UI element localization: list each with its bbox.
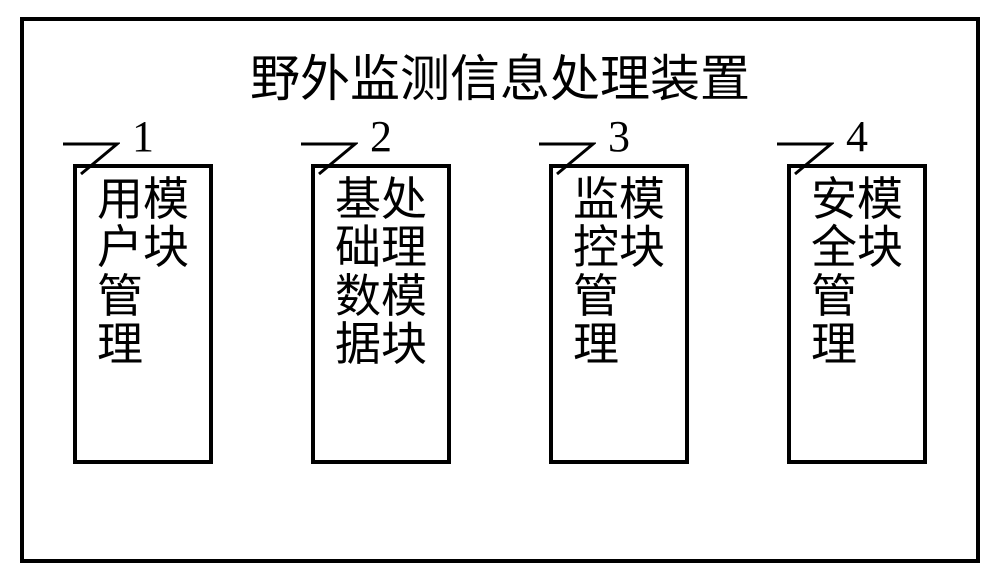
module-number-area: 3 [608,111,630,162]
module-text-column: 安全管理 [811,176,857,369]
module-box: 用户管理模块 [73,164,213,464]
module-text-column: 模块 [143,176,189,273]
module-box: 安全管理模块 [787,164,927,464]
diagram-title: 野外监测信息处理装置 [250,39,750,111]
outer-frame: 野外监测信息处理装置 1 用户管理模块2 基础数据处理模块3 监控管理模块4 安… [20,17,980,563]
module-box: 基础数据处理模块 [311,164,451,464]
leader-line-icon [60,141,120,182]
module-text-column: 基础数据 [335,176,381,369]
module-box: 监控管理模块 [549,164,689,464]
module-number-area: 1 [132,111,154,162]
module-text-column: 处理模块 [381,176,427,369]
module-number-area: 2 [370,111,392,162]
module-number: 2 [370,111,392,162]
module-text-column: 模块 [619,176,665,273]
module-4: 4 安全管理模块 [787,111,927,547]
leader-line-icon [774,141,834,182]
leader-line-icon [298,141,358,182]
module-number: 1 [132,111,154,162]
module-1: 1 用户管理模块 [73,111,213,547]
module-number-area: 4 [846,111,868,162]
leader-line-icon [536,141,596,182]
module-text-column: 用户管理 [97,176,143,369]
module-2: 2 基础数据处理模块 [311,111,451,547]
modules-container: 1 用户管理模块2 基础数据处理模块3 监控管理模块4 安全管理模块 [24,111,976,547]
module-3: 3 监控管理模块 [549,111,689,547]
module-number: 3 [608,111,630,162]
module-number: 4 [846,111,868,162]
module-text-column: 模块 [857,176,903,273]
module-text-column: 监控管理 [573,176,619,369]
